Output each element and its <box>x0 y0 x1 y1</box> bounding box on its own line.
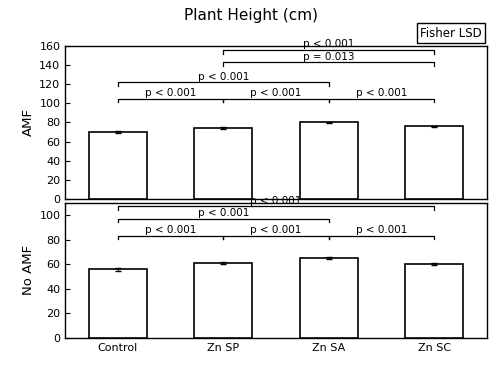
Text: p < 0.001: p < 0.001 <box>145 225 196 235</box>
Text: p < 0.001: p < 0.001 <box>250 88 301 98</box>
Text: Plant Height (cm): Plant Height (cm) <box>184 8 317 23</box>
Bar <box>194 263 252 338</box>
Text: p < 0.001: p < 0.001 <box>250 196 301 206</box>
Text: p = 0.013: p = 0.013 <box>303 51 354 61</box>
Bar <box>299 258 357 338</box>
Bar <box>299 122 357 199</box>
Text: p < 0.001: p < 0.001 <box>355 225 406 235</box>
Bar <box>404 264 462 338</box>
Text: p < 0.001: p < 0.001 <box>145 88 196 98</box>
Text: p < 0.001: p < 0.001 <box>197 71 248 81</box>
Bar <box>89 132 147 199</box>
Y-axis label: AMF: AMF <box>22 108 35 136</box>
Text: p < 0.001: p < 0.001 <box>355 88 406 98</box>
Text: p < 0.001: p < 0.001 <box>197 208 248 218</box>
Bar <box>89 269 147 338</box>
Y-axis label: No AMF: No AMF <box>22 245 35 295</box>
Text: Fisher LSD: Fisher LSD <box>419 27 481 40</box>
Text: p < 0.001: p < 0.001 <box>303 39 354 49</box>
Text: p < 0.001: p < 0.001 <box>250 225 301 235</box>
Bar <box>404 126 462 199</box>
Bar <box>194 128 252 199</box>
